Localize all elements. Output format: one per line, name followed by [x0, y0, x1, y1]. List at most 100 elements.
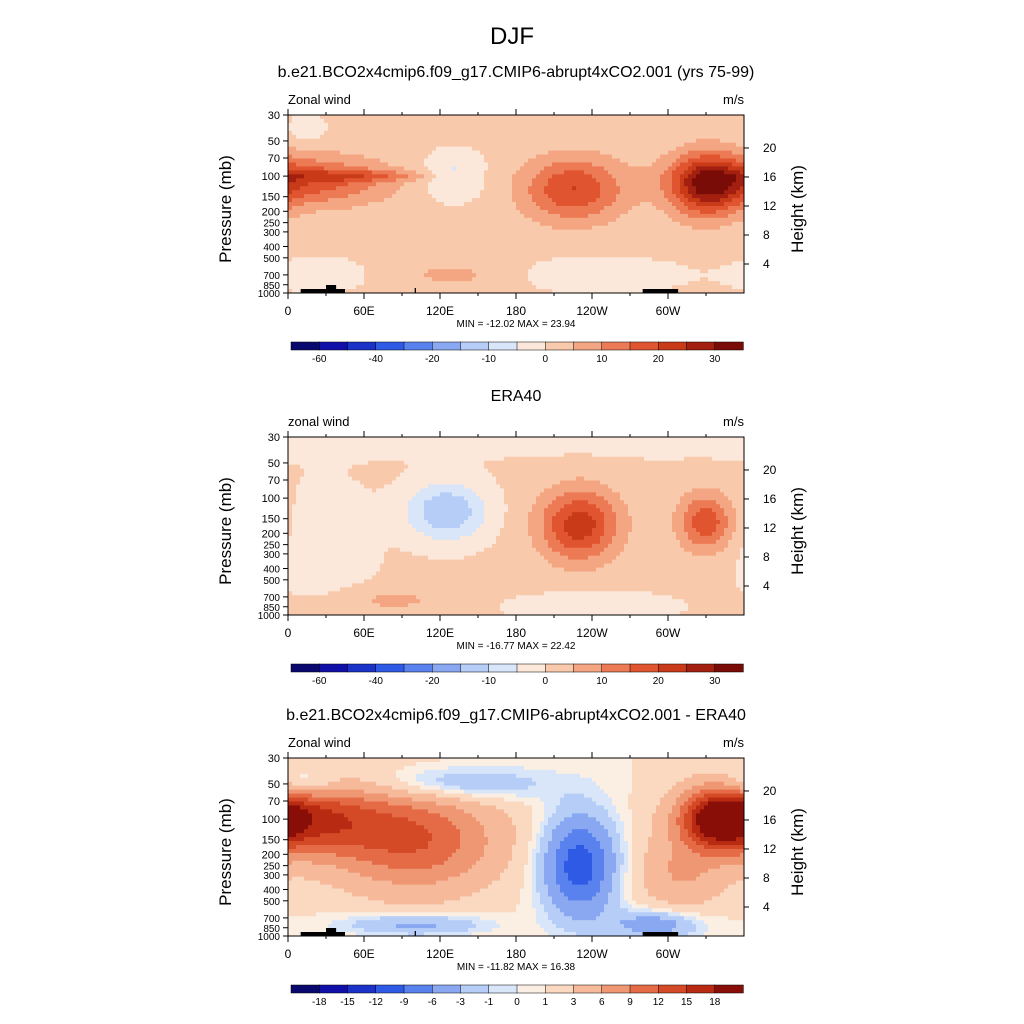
- y2-tick-label: 16: [763, 492, 777, 506]
- x-tick-label: 0: [285, 626, 292, 640]
- y-tick-label: 50: [268, 458, 280, 470]
- x-tick-label: 120E: [426, 947, 454, 961]
- y-tick-label: 500: [263, 576, 280, 587]
- y-tick-label: 150: [262, 514, 280, 526]
- y2-axis-label: Height (km): [788, 487, 807, 575]
- panel-title: b.e21.BCO2x4cmip6.f09_g17.CMIP6-abrupt4x…: [286, 707, 746, 724]
- variable-label: Zonal wind: [288, 92, 351, 107]
- y-tick-label: 150: [262, 192, 280, 204]
- panel-title: b.e21.BCO2x4cmip6.f09_g17.CMIP6-abrupt4x…: [278, 64, 755, 81]
- x-tick-label: 180: [506, 304, 526, 318]
- y2-tick-label: 16: [763, 170, 777, 184]
- y-tick-label: 300: [263, 228, 280, 239]
- colorbar-label: 20: [653, 676, 665, 687]
- colorbar-label: -9: [400, 997, 409, 1008]
- panel-1: b.e21.BCO2x4cmip6.f09_g17.CMIP6-abrupt4x…: [216, 64, 807, 365]
- y2-tick-label: 4: [763, 579, 770, 593]
- x-tick-label: 120W: [576, 626, 608, 640]
- y2-tick-label: 4: [763, 900, 770, 914]
- y-tick-label: 850: [263, 281, 280, 292]
- y-tick-label: 850: [263, 603, 280, 614]
- y2-tick-label: 20: [763, 141, 777, 155]
- contour-field: [288, 115, 744, 293]
- units-label: m/s: [723, 92, 744, 107]
- units-label: m/s: [723, 414, 744, 429]
- y-tick-label: 250: [263, 541, 280, 552]
- x-tick-label: 120W: [576, 947, 608, 961]
- x-tick-label: 60W: [656, 947, 681, 961]
- y2-tick-label: 4: [763, 257, 770, 271]
- y-tick-label: 1000: [258, 932, 281, 943]
- y2-tick-label: 12: [763, 842, 777, 856]
- y2-tick-label: 12: [763, 199, 777, 213]
- y-axis-label: Pressure (mb): [216, 477, 235, 585]
- variable-label: Zonal wind: [288, 735, 351, 750]
- colorbar-label: 15: [681, 997, 693, 1008]
- x-tick-label: 60E: [353, 947, 374, 961]
- x-tick-label: 180: [506, 626, 526, 640]
- topography: [300, 285, 679, 293]
- y-tick-label: 30: [268, 753, 280, 765]
- colorbar-label: -6: [428, 997, 437, 1008]
- y2-tick-label: 8: [763, 550, 770, 564]
- y-tick-label: 150: [262, 835, 280, 847]
- y-tick-label: 100: [262, 814, 280, 826]
- colorbar-label: 0: [514, 997, 520, 1008]
- y-tick-label: 300: [263, 550, 280, 561]
- colorbar-label: 1: [542, 997, 548, 1008]
- x-tick-label: 120W: [576, 304, 608, 318]
- colorbar-label: -60: [312, 354, 327, 365]
- units-label: m/s: [723, 735, 744, 750]
- colorbar-label: -10: [482, 676, 497, 687]
- y2-tick-label: 12: [763, 521, 777, 535]
- y-tick-label: 850: [263, 924, 280, 935]
- y-tick-label: 250: [263, 862, 280, 873]
- y-tick-label: 100: [262, 171, 280, 183]
- y-tick-label: 400: [263, 242, 280, 253]
- y-tick-label: 400: [263, 885, 280, 896]
- colorbar-label: -18: [312, 997, 327, 1008]
- colorbar: -60 -40 -20 -10 0 10 20 30: [290, 663, 744, 687]
- y-tick-label: 700: [263, 593, 280, 604]
- colorbar-label: -3: [456, 997, 465, 1008]
- y-tick-label: 1000: [258, 289, 281, 300]
- colorbar-label: -12: [369, 997, 384, 1008]
- x-tick-label: 180: [506, 947, 526, 961]
- colorbar-label: 0: [542, 676, 548, 687]
- min-max-stats: MIN = -12.02 MAX = 23.94: [457, 319, 576, 330]
- y2-tick-label: 20: [763, 784, 777, 798]
- x-tick-label: 120E: [426, 304, 454, 318]
- min-max-stats: MIN = -11.82 MAX = 16.38: [457, 962, 576, 973]
- y-tick-label: 70: [268, 475, 280, 487]
- x-tick-label: 0: [285, 947, 292, 961]
- y-tick-label: 500: [263, 897, 280, 908]
- colorbar-label: -40: [369, 354, 384, 365]
- colorbar-label: 9: [627, 997, 633, 1008]
- y-tick-label: 1000: [258, 611, 281, 622]
- y-tick-label: 30: [268, 110, 280, 122]
- min-max-stats: MIN = -16.77 MAX = 22.42: [457, 641, 576, 652]
- colorbar-label: 18: [709, 997, 721, 1008]
- colorbar-label: -20: [425, 676, 440, 687]
- colorbar: -18 -15 -12 -9 -6 -3 -1 0 1 3 6 9 12 15 18: [290, 984, 744, 1008]
- x-tick-label: 60W: [656, 304, 681, 318]
- variable-label: zonal wind: [288, 414, 349, 429]
- y-tick-label: 200: [262, 206, 280, 218]
- colorbar-label: 3: [571, 997, 577, 1008]
- y-tick-label: 400: [263, 564, 280, 575]
- y-tick-label: 700: [263, 271, 280, 282]
- colorbar-label: -60: [312, 676, 327, 687]
- x-tick-label: 120E: [426, 626, 454, 640]
- colorbar-label: 30: [709, 676, 721, 687]
- colorbar: -60 -40 -20 -10 0 10 20 30: [290, 341, 744, 365]
- y-tick-label: 250: [263, 219, 280, 230]
- colorbar-label: -40: [369, 676, 384, 687]
- panel-3: b.e21.BCO2x4cmip6.f09_g17.CMIP6-abrupt4x…: [216, 707, 807, 1008]
- y2-tick-label: 16: [763, 813, 777, 827]
- colorbar-label: -10: [482, 354, 497, 365]
- contour-field: [288, 437, 744, 615]
- colorbar-label: 0: [542, 354, 548, 365]
- y-tick-label: 70: [268, 796, 280, 808]
- y-tick-label: 200: [262, 528, 280, 540]
- colorbar-label: -1: [484, 997, 493, 1008]
